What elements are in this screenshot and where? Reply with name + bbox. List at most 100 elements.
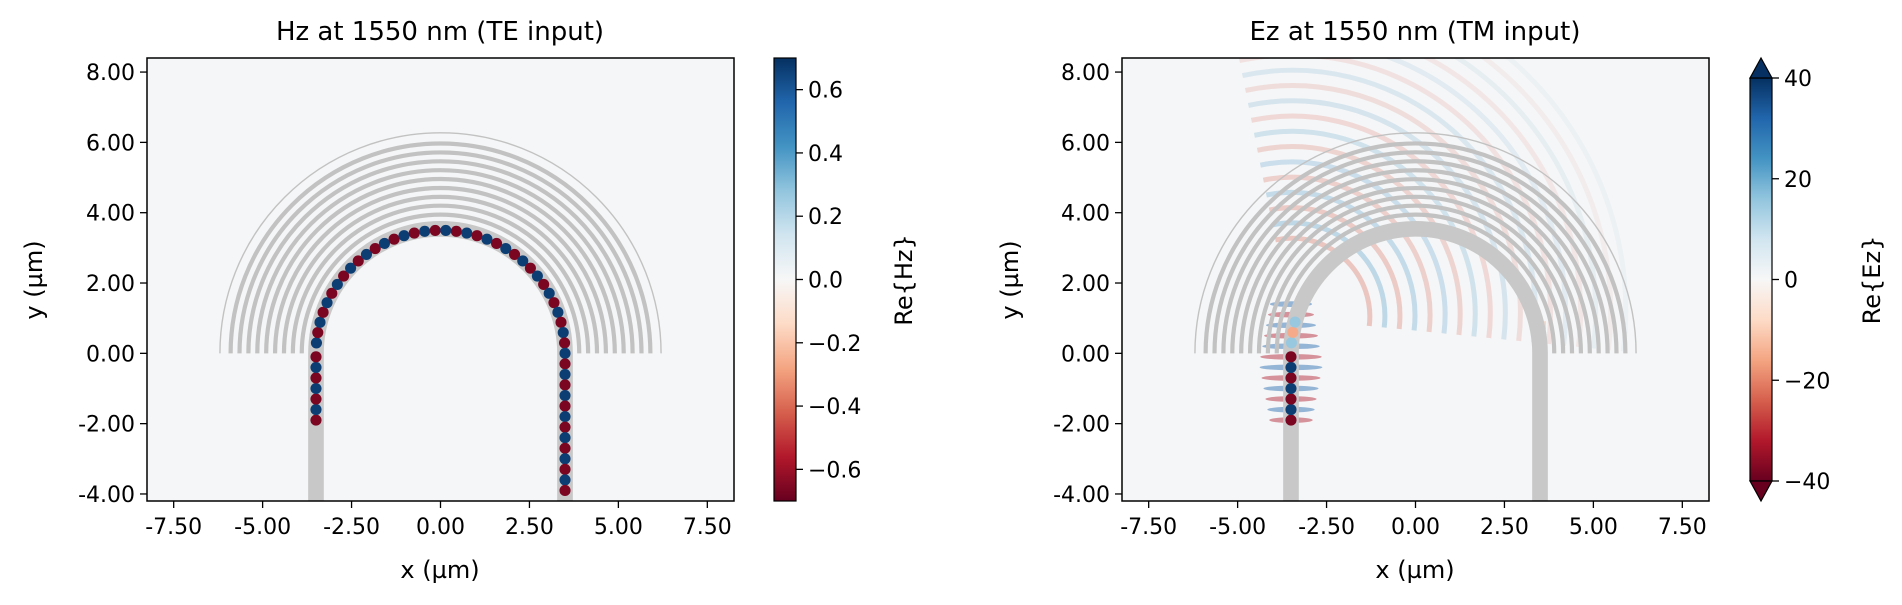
field-dot	[429, 224, 441, 236]
y-tick-label: 6.00	[86, 131, 135, 156]
colorbar-label: Re{Hz}	[890, 234, 918, 326]
x-tick-label: -5.00	[234, 515, 291, 540]
field-dot	[310, 372, 322, 384]
field-dot	[471, 230, 483, 242]
x-tick-label: 0.00	[416, 515, 465, 540]
grating-ring	[246, 159, 635, 354]
colorbar-tick-label: −40	[1784, 470, 1830, 495]
radiation-band	[1453, 58, 1599, 349]
grating-ring	[1203, 141, 1628, 354]
y-tick-label: 2.00	[86, 272, 135, 297]
x-tick-label: 7.50	[1658, 515, 1707, 540]
colorbar-tick-label: 0.4	[808, 142, 843, 167]
field-dot	[559, 337, 571, 349]
y-tick-label: 2.00	[1061, 272, 1110, 297]
field-dot	[543, 287, 555, 299]
field-dot	[559, 442, 571, 454]
grating-ring	[281, 194, 600, 354]
y-tick-label: 4.00	[86, 202, 135, 227]
chart-title: Ez at 1550 nm (TM input)	[1250, 17, 1581, 47]
grating-ring	[264, 176, 617, 354]
field-dot	[548, 297, 560, 309]
field-dot	[326, 287, 338, 299]
radiation-band	[1241, 67, 1538, 343]
grating-ring	[1265, 203, 1566, 354]
y-tick-label: 8.00	[86, 61, 135, 86]
field-dot	[310, 404, 322, 416]
field-dot	[559, 389, 571, 402]
field-dot	[352, 255, 364, 267]
radiation-band	[1505, 58, 1629, 352]
grating-ring	[1247, 185, 1584, 354]
field-dot	[559, 421, 571, 433]
x-axis: -7.50 -5.00 -2.50 0.00 2.50 5.00 7.50	[1120, 501, 1707, 540]
field-dot	[559, 400, 571, 412]
field-dot	[310, 382, 322, 395]
x-tick-label: 0.00	[1391, 515, 1440, 540]
colorbar-ticks: −40 −20 0 20 40	[1772, 67, 1830, 495]
field-dot	[360, 248, 373, 260]
field-dot	[555, 316, 567, 328]
radiation-band	[1480, 58, 1614, 351]
x-axis-label: x (µm)	[400, 556, 479, 584]
field-dot	[559, 368, 571, 380]
field-dot	[1285, 361, 1297, 373]
x-tick-label: 2.50	[1480, 515, 1529, 540]
field-dot	[388, 233, 400, 245]
radiation-band	[1383, 58, 1568, 346]
colorbar-tick-label: 0.0	[808, 269, 843, 294]
y-axis: -4.00 -2.00 0.00 2.00 4.00 6.00 8.00	[1053, 61, 1122, 508]
grating-ring	[1230, 168, 1601, 354]
waveguide	[1283, 221, 1548, 501]
field-dot	[310, 351, 322, 363]
x-tick-label: -7.50	[145, 515, 202, 540]
field-dot	[369, 242, 381, 255]
field-dot	[559, 358, 571, 370]
field-dot	[450, 225, 462, 237]
colorbar-tick-label: −20	[1784, 369, 1830, 394]
field-dot	[310, 393, 322, 405]
x-tick-label: -7.50	[1120, 515, 1177, 540]
colorbar	[1749, 77, 1773, 482]
radiation-band	[1265, 189, 1418, 331]
colorbar-label: Re{Ez}	[1858, 236, 1886, 325]
colorbar-tick-label: 40	[1784, 67, 1812, 92]
field-dot	[398, 230, 410, 242]
grating-ring	[299, 212, 582, 354]
y-tick-label: 4.00	[1061, 202, 1110, 227]
field-dot	[310, 337, 322, 349]
field-dot	[559, 411, 571, 423]
field-dot	[500, 242, 512, 255]
field-dot	[559, 463, 571, 475]
field-dot	[419, 225, 431, 237]
grating-ring	[1221, 159, 1610, 354]
y-tick-label: 0.00	[86, 342, 135, 367]
y-axis-label: y (µm)	[20, 240, 48, 319]
field-dot	[338, 270, 350, 282]
colorbar-tick-label: 20	[1784, 168, 1812, 193]
field-dot	[481, 233, 493, 245]
grating-ring	[228, 141, 653, 354]
field-dot	[559, 347, 571, 359]
field-dot	[310, 361, 322, 373]
grating-rings	[1194, 132, 1637, 354]
field-dot	[310, 414, 322, 426]
field-dot	[517, 255, 529, 267]
field-dot	[317, 306, 329, 318]
grating-ring	[219, 132, 662, 354]
colorbar-extend-max	[1748, 56, 1774, 79]
field-dot	[312, 326, 324, 339]
field-dot	[559, 379, 571, 391]
y-tick-label: -2.00	[1053, 413, 1110, 438]
x-tick-label: 2.50	[505, 515, 554, 540]
x-tick-label: 5.00	[1569, 515, 1618, 540]
field-dot	[1285, 351, 1297, 363]
grating-ring	[255, 168, 626, 354]
field-dot	[1285, 337, 1297, 349]
field-dot	[461, 227, 473, 239]
panel-ez: Ez at 1550 nm (TM input) -7.50 -5.00 -2.50…	[996, 17, 1886, 584]
y-tick-label: -4.00	[78, 483, 135, 508]
field-dot	[557, 326, 569, 339]
y-axis: -4.00 -2.00 0.00 2.00 4.00 6.00 8.00	[78, 61, 147, 508]
